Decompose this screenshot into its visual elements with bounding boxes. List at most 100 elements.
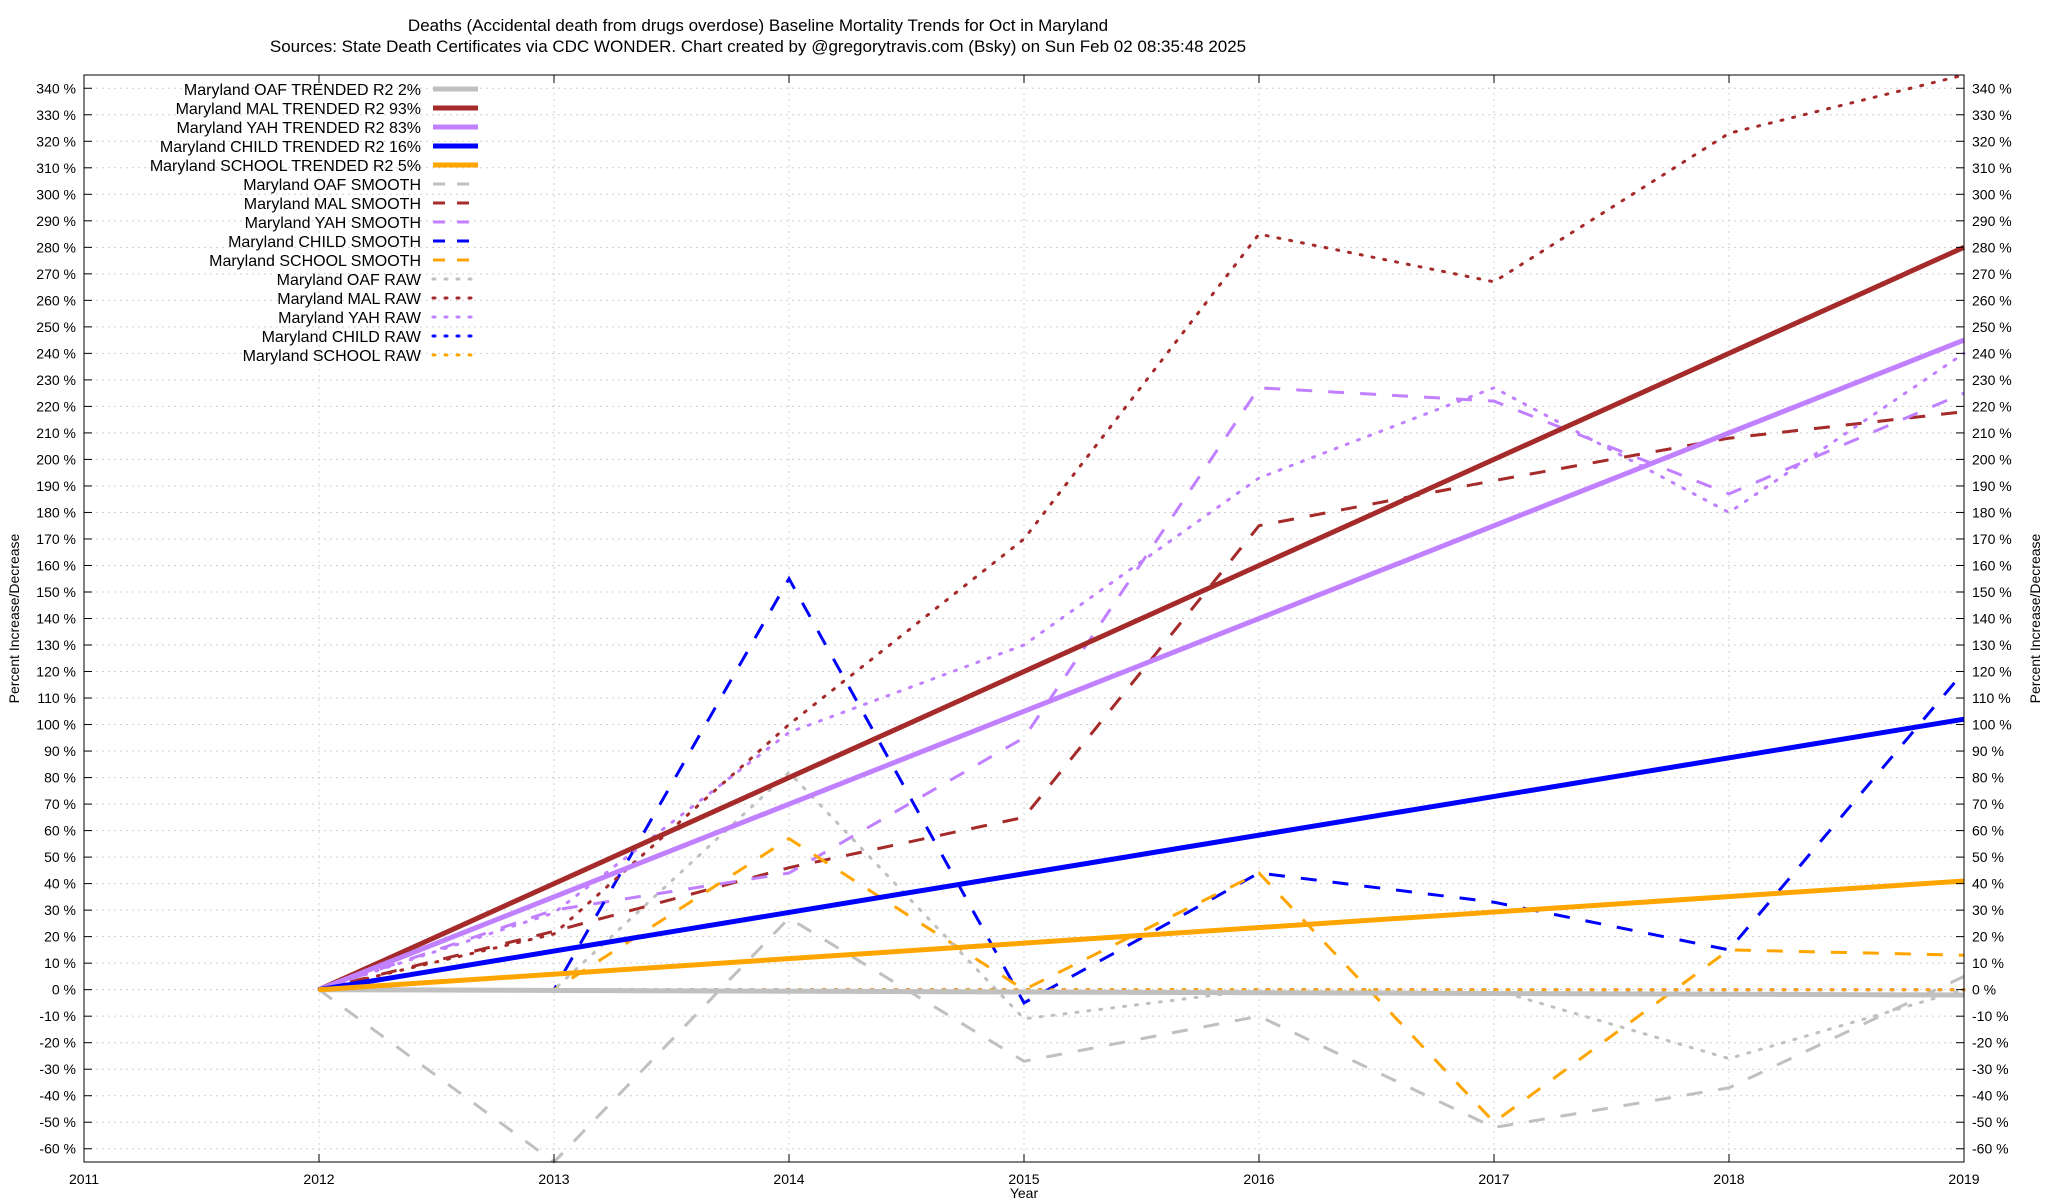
y-tick-label: 150 % [36,584,76,600]
legend-label: Maryland OAF SMOOTH [243,177,421,194]
legend-label: Maryland OAF RAW [277,272,422,289]
y-tick-label: 280 % [36,239,76,255]
y-tick-label-right: 40 % [1972,876,2004,892]
y-tick-label-right: 100 % [1972,717,2012,733]
y-tick-label-right: -40 % [1972,1088,2009,1104]
y-tick-label: 250 % [36,319,76,335]
y-tick-label-right: 270 % [1972,266,2012,282]
y-tick-label-right: 160 % [1972,557,2012,573]
y-tick-label: 200 % [36,451,76,467]
legend-label: Maryland SCHOOL RAW [243,348,422,365]
y-tick-label: 30 % [44,902,76,918]
chart-subtitle: Sources: State Death Certificates via CD… [270,37,1246,56]
y-tick-label-right: -10 % [1972,1008,2009,1024]
y-tick-label: -20 % [39,1035,76,1051]
y-tick-label: 220 % [36,398,76,414]
y-tick-label-right: 320 % [1972,133,2012,149]
y-tick-label-right: 30 % [1972,902,2004,918]
y-tick-label: -60 % [39,1141,76,1157]
legend-label: Maryland YAH RAW [278,310,422,327]
series-line-mal-smooth [318,410,1965,992]
y-tick-label-right: 70 % [1972,796,2004,812]
legend-label: Maryland SCHOOL TRENDED R2 5% [150,158,421,175]
series-line-yah-trended [318,337,1965,993]
y-tick-label: 330 % [36,107,76,123]
y-tick-label-right: 250 % [1972,319,2012,335]
legend-label: Maryland MAL TRENDED R2 93% [176,101,421,118]
y-tick-label-right: 230 % [1972,372,2012,388]
legend-label: Maryland MAL RAW [277,291,422,308]
legend-label: Maryland YAH SMOOTH [245,215,421,232]
y-tick-label: 300 % [36,186,76,202]
y-tick-label-right: -60 % [1972,1141,2009,1157]
y-tick-label: 260 % [36,292,76,308]
y-tick-label-right: 340 % [1972,80,2012,96]
y-tick-label: -50 % [39,1114,76,1130]
y-tick-label: 130 % [36,637,76,653]
y-tick-label-right: 130 % [1972,637,2012,653]
y-tick-label-right: 310 % [1972,160,2012,176]
series-line-child-smooth [319,575,1966,1005]
y-tick-label-right: 0 % [1972,982,1996,998]
y-tick-label: 160 % [36,557,76,573]
y-tick-label-right: 50 % [1972,849,2004,865]
series-line-mal-trended [317,245,1966,992]
series-line-school-trended [318,878,1965,993]
y-tick-label-right: 10 % [1972,955,2004,971]
y-tick-label-right: 180 % [1972,504,2012,520]
y-tick-label-right: 140 % [1972,611,2012,627]
y-tick-label: 80 % [44,770,76,786]
y-tick-label-right: 150 % [1972,584,2012,600]
y-tick-label: 240 % [36,345,76,361]
y-tick-label: 40 % [44,876,76,892]
y-tick-label: -30 % [39,1061,76,1077]
y-tick-label: 230 % [36,372,76,388]
y-tick-label: 140 % [36,611,76,627]
y-tick-label-right: 170 % [1972,531,2012,547]
y-tick-label: 70 % [44,796,76,812]
y-tick-label: 60 % [44,823,76,839]
y-tick-label: 310 % [36,160,76,176]
y-tick-label: -40 % [39,1088,76,1104]
y-tick-label: 110 % [37,690,76,706]
y-tick-label: 10 % [44,955,76,971]
series-line-school-smooth [319,836,1965,1125]
y-tick-label-right: 280 % [1972,239,2012,255]
y-tick-label-right: 110 % [1972,690,2011,706]
x-tick-label: 2013 [538,1171,569,1187]
y-tick-label-right: 220 % [1972,398,2012,414]
chart-title: Deaths (Accidental death from drugs over… [408,16,1108,35]
y-tick-label: 90 % [44,743,76,759]
y-tick-label-right: 200 % [1972,451,2012,467]
x-tick-label: 2016 [1243,1171,1274,1187]
series-line-oaf-smooth [318,916,1965,1164]
legend-label: Maryland CHILD SMOOTH [228,234,421,251]
y-axis-label-left: Percent Increase/Decrease [6,533,22,703]
x-tick-label: 2011 [69,1171,99,1187]
series-line-oaf-raw [317,770,1966,1061]
x-tick-label: 2018 [1713,1171,1744,1187]
y-tick-label-right: 260 % [1972,292,2012,308]
x-tick-label: 2014 [773,1171,804,1187]
y-tick-label-right: 80 % [1972,770,2004,786]
series-line-yah-raw [317,351,1966,992]
y-tick-label-right: 190 % [1972,478,2012,494]
x-tick-label: 2019 [1948,1171,1979,1187]
legend-label: Maryland YAH TRENDED R2 83% [176,120,421,137]
y-tick-label: 290 % [36,213,76,229]
legend: Maryland OAF TRENDED R2 2% Maryland MAL T… [150,82,480,365]
series-layer [317,73,1966,1164]
y-tick-label: 180 % [36,504,76,520]
legend-label: Maryland OAF TRENDED R2 2% [184,82,421,99]
legend-label: Maryland SCHOOL SMOOTH [209,253,421,270]
y-tick-label: 0 % [52,982,76,998]
y-tick-label: 50 % [44,849,76,865]
x-tick-label: 2015 [1008,1171,1039,1187]
axis-layer: -60 % -60 % -50 % -50 % -40 % -40 % -30 % -30 %… [36,75,2012,1187]
y-tick-label-right: 240 % [1972,345,2012,361]
y-tick-label: 340 % [36,80,76,96]
x-tick-label: 2012 [303,1171,334,1187]
y-tick-label: 20 % [44,929,76,945]
